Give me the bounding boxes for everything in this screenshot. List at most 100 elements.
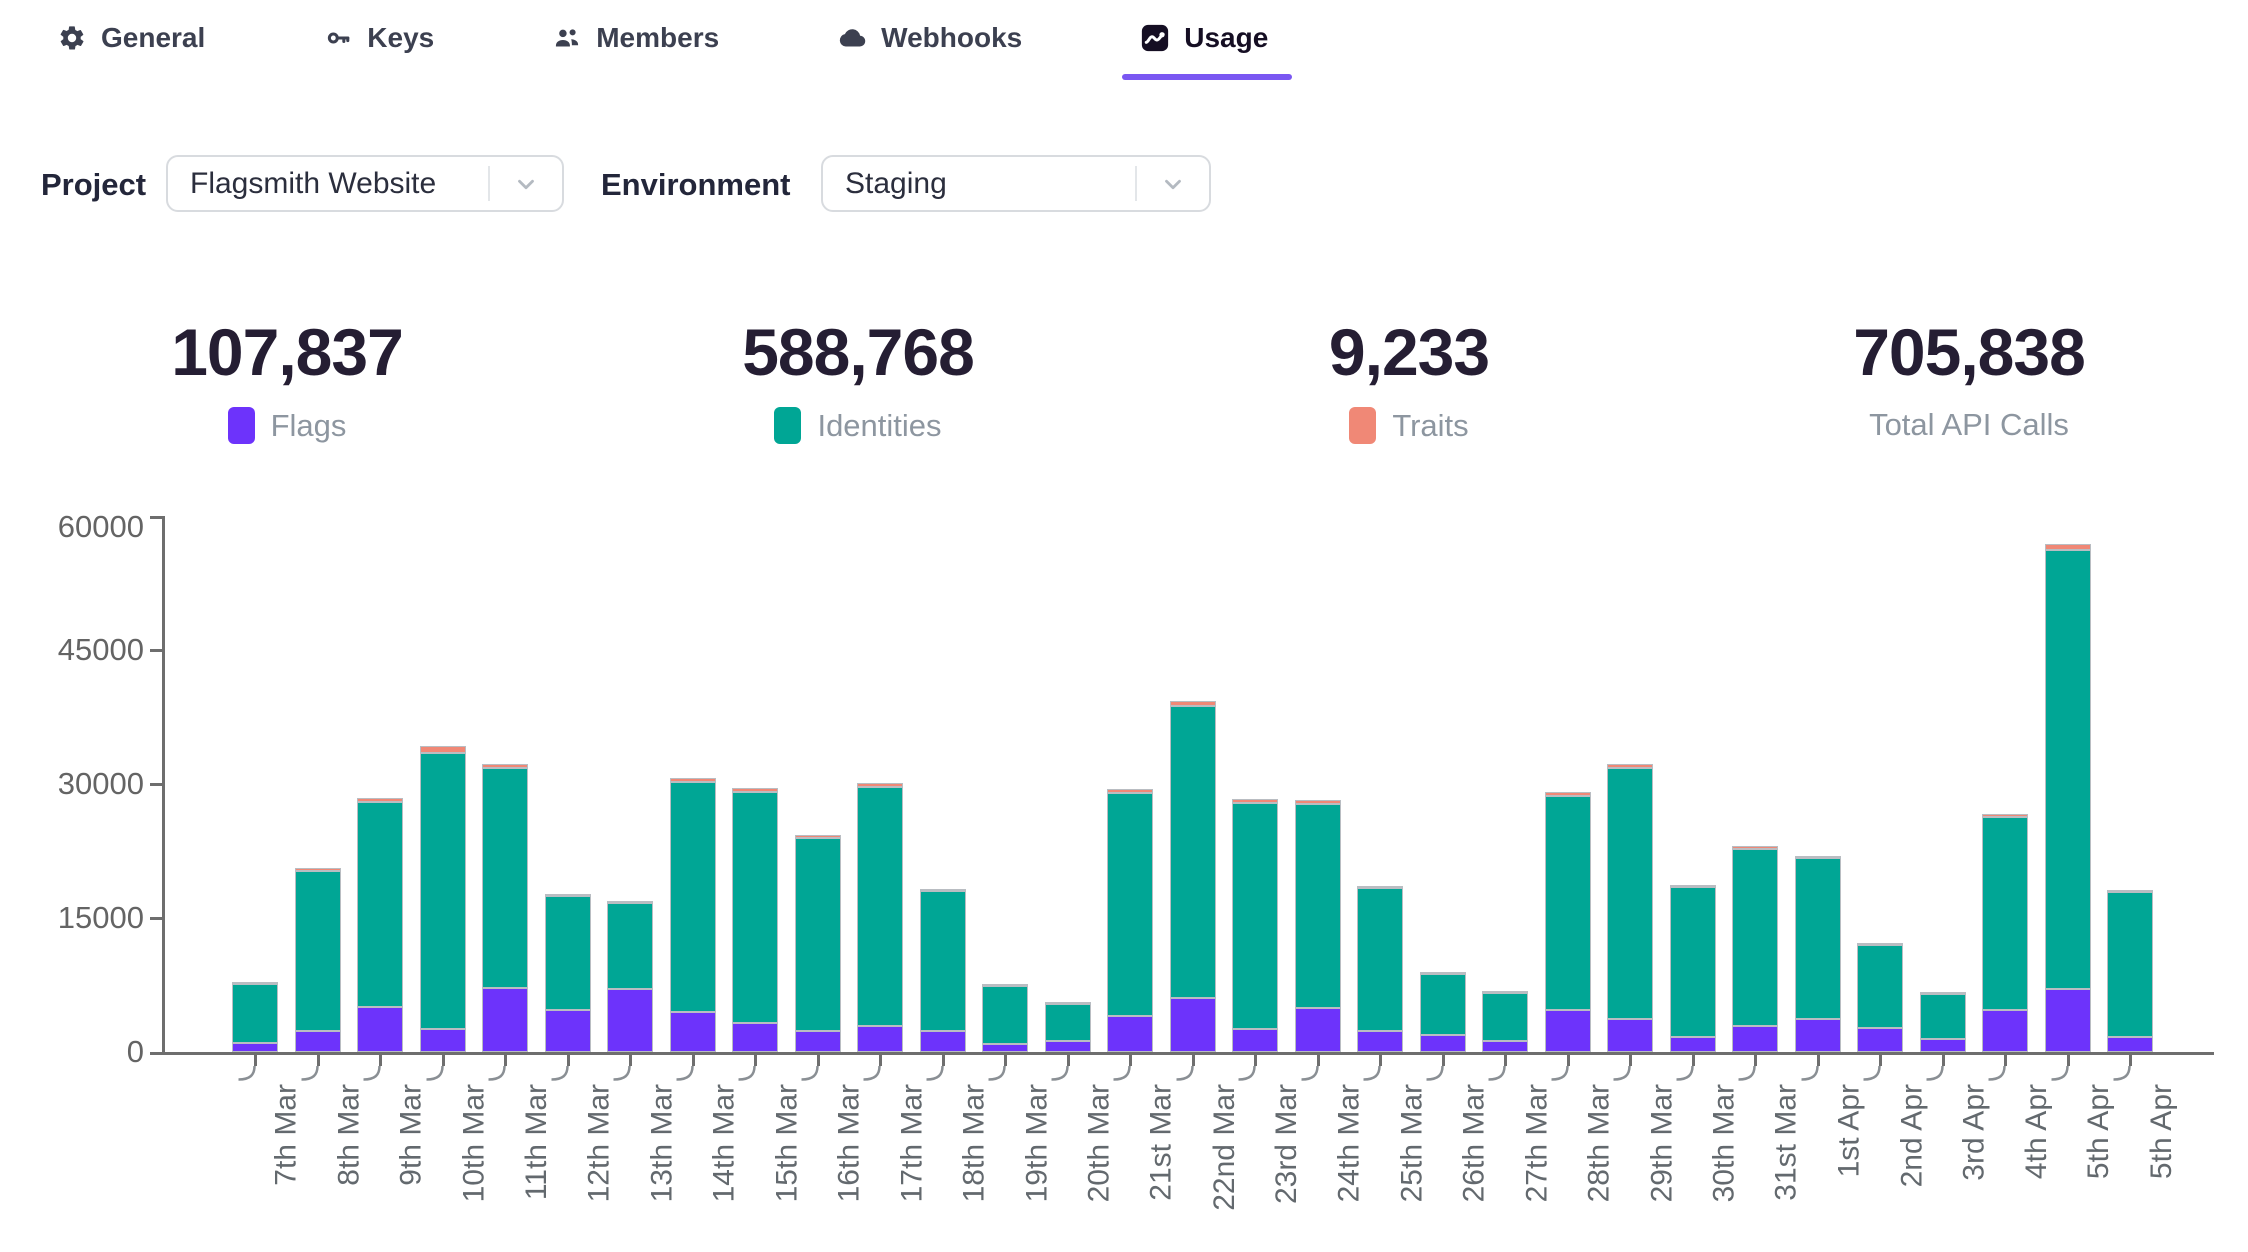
bar-segment-identities [1544, 796, 1591, 1010]
x-tick-connector [238, 1065, 256, 1081]
bar-segment-traits [482, 764, 528, 768]
x-tick-connector [1050, 1065, 1069, 1081]
bar-stack[interactable] [294, 868, 341, 1052]
bar-stack[interactable] [1982, 814, 2028, 1052]
bar-stack[interactable] [1419, 972, 1466, 1052]
bar-segment-identities [357, 802, 403, 1007]
bar-stack[interactable] [982, 984, 1028, 1052]
x-tick-connector [1738, 1065, 1756, 1081]
bar-stack[interactable] [1732, 846, 1778, 1052]
bar-stack[interactable] [1794, 856, 1841, 1052]
bar-segment-traits [1232, 799, 1278, 803]
x-axis-tick [754, 1055, 757, 1066]
x-axis-tick [441, 1055, 445, 1066]
x-axis-label: 23rd Mar [1270, 1084, 1303, 1205]
bar-stack[interactable] [1294, 800, 1341, 1052]
bar-stack[interactable] [919, 889, 966, 1052]
bar-stack[interactable] [544, 894, 591, 1052]
tab-members[interactable]: Members [552, 22, 719, 80]
environment-select-value: Staging [845, 166, 947, 200]
bar-stack[interactable] [794, 835, 841, 1052]
x-tick-connector [925, 1065, 944, 1081]
x-axis-label: 18th Mar [957, 1084, 991, 1203]
x-tick-connector [800, 1065, 819, 1081]
bar-stack[interactable] [357, 798, 403, 1052]
bar-segment-identities [1919, 994, 1966, 1039]
bar-stack[interactable] [1232, 799, 1278, 1052]
x-tick-connector [1363, 1065, 1381, 1081]
bar-segment-flags [1794, 1019, 1841, 1052]
tab-webhooks[interactable]: Webhooks [837, 22, 1022, 80]
x-tick-connector [738, 1065, 756, 1081]
bar-stack[interactable] [669, 778, 716, 1052]
bar-stack[interactable] [2107, 890, 2153, 1052]
x-axis-label: 9th Mar [395, 1084, 428, 1186]
bar-stack[interactable] [482, 764, 528, 1052]
chevron-down-icon[interactable] [1137, 171, 1209, 197]
bar-segment-flags [607, 989, 653, 1052]
bar-segment-flags [1919, 1039, 1966, 1052]
tab-keys[interactable]: Keys [323, 22, 434, 80]
x-axis-tick [691, 1055, 695, 1066]
tab-general[interactable]: General [57, 22, 205, 80]
bar-stack[interactable] [1607, 764, 1653, 1052]
bar-segment-traits [732, 788, 778, 792]
bar-stack[interactable] [1857, 943, 1903, 1052]
x-axis-tick [1379, 1055, 1382, 1066]
bar-segment-traits [1794, 856, 1841, 858]
bar-stack[interactable] [1919, 992, 1966, 1052]
x-axis-label: 25th Mar [1395, 1084, 1428, 1203]
stat-flags: 107,837 Flags [7, 317, 567, 445]
bar-segment-flags [1357, 1031, 1403, 1052]
bar-stack[interactable] [1107, 789, 1153, 1052]
bar-stack[interactable] [1169, 701, 1216, 1052]
bar-stack[interactable] [419, 746, 466, 1052]
bar-stack[interactable] [1482, 991, 1528, 1052]
bar-segment-flags [1732, 1026, 1778, 1052]
bar-segment-flags [794, 1031, 841, 1052]
tab-general-label: General [101, 22, 206, 53]
x-axis-tick [254, 1055, 257, 1066]
bar-stack[interactable] [2044, 544, 2091, 1052]
identities-legend-swatch [774, 407, 802, 445]
bar-segment-identities [1732, 849, 1778, 1026]
stat-traits: 9,233 Traits [1129, 315, 1689, 445]
bar-stack[interactable] [732, 788, 778, 1052]
bar-segment-traits [857, 783, 903, 787]
tab-usage[interactable]: Usage [1122, 22, 1293, 80]
bar-stack[interactable] [1544, 792, 1591, 1052]
cloud-icon [837, 23, 867, 53]
x-axis-tick [2066, 1055, 2070, 1066]
bar-stack[interactable] [1669, 885, 1716, 1052]
bar-stack[interactable] [1044, 1002, 1091, 1052]
x-axis-label: 5th Apr [2082, 1084, 2116, 1180]
total-api-calls-label: Total API Calls [1869, 407, 2069, 443]
x-axis-tick [1629, 1055, 1632, 1066]
bar-segment-identities [1169, 706, 1216, 998]
tab-members-label: Members [596, 22, 720, 53]
bar-stack[interactable] [857, 783, 903, 1052]
bar-stack[interactable] [232, 982, 278, 1052]
traits-total: 9,233 [1328, 315, 1490, 389]
x-axis-label: 10th Mar [457, 1084, 491, 1203]
bar-stack[interactable] [607, 901, 653, 1052]
bar-stack[interactable] [1357, 886, 1403, 1052]
bar-segment-flags [1232, 1029, 1278, 1052]
x-axis-tick [879, 1055, 882, 1066]
bar-segment-traits [1857, 943, 1903, 945]
bar-segment-traits [1982, 814, 2028, 817]
project-select[interactable]: Flagsmith Website [166, 155, 564, 212]
bar-segment-identities [1794, 858, 1841, 1019]
x-axis-label: 29th Mar [1645, 1084, 1678, 1203]
chevron-down-icon[interactable] [490, 171, 562, 197]
y-axis-top-tick [150, 516, 164, 519]
environment-select[interactable]: Staging [821, 155, 1211, 212]
y-axis-tick [150, 649, 162, 652]
bar-segment-traits [2107, 890, 2153, 892]
x-tick-connector [425, 1065, 444, 1081]
bar-segment-identities [544, 896, 591, 1010]
bar-segment-flags [232, 1043, 278, 1052]
bar-segment-flags [1857, 1028, 1903, 1052]
bar-segment-traits [544, 894, 591, 896]
bar-segment-flags [1294, 1008, 1341, 1052]
